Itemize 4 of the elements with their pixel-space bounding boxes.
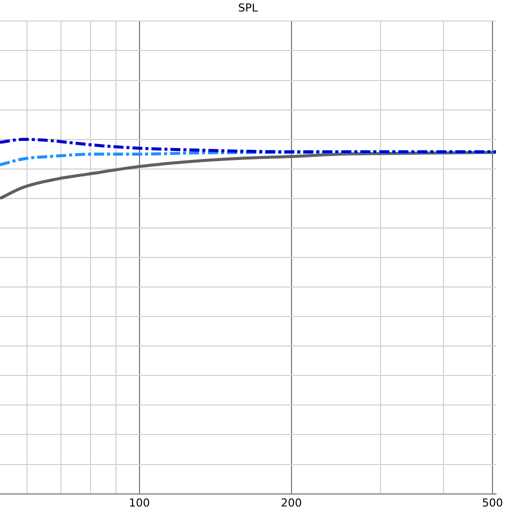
x-tick-label: 500	[482, 496, 504, 510]
x-tick-label: 200	[280, 496, 302, 510]
chart-title: SPL	[238, 1, 259, 14]
x-tick-label: 100	[128, 496, 150, 510]
